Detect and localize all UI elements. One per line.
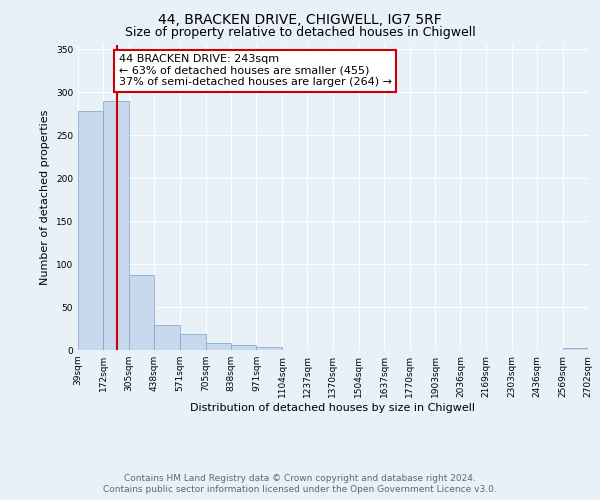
Bar: [563, 348, 588, 350]
Bar: [78, 111, 103, 350]
Y-axis label: Number of detached properties: Number of detached properties: [40, 110, 50, 285]
X-axis label: Distribution of detached houses by size in Chigwell: Distribution of detached houses by size …: [191, 402, 476, 412]
Bar: [154, 325, 180, 350]
Bar: [206, 343, 231, 350]
Bar: [231, 345, 256, 350]
Bar: [129, 276, 154, 350]
Bar: [180, 334, 206, 350]
Bar: [256, 348, 282, 350]
Text: Size of property relative to detached houses in Chigwell: Size of property relative to detached ho…: [125, 26, 475, 39]
Bar: [103, 101, 129, 350]
Text: 44 BRACKEN DRIVE: 243sqm
← 63% of detached houses are smaller (455)
37% of semi-: 44 BRACKEN DRIVE: 243sqm ← 63% of detach…: [119, 54, 392, 88]
Text: 44, BRACKEN DRIVE, CHIGWELL, IG7 5RF: 44, BRACKEN DRIVE, CHIGWELL, IG7 5RF: [158, 12, 442, 26]
Text: Contains HM Land Registry data © Crown copyright and database right 2024.
Contai: Contains HM Land Registry data © Crown c…: [103, 474, 497, 494]
